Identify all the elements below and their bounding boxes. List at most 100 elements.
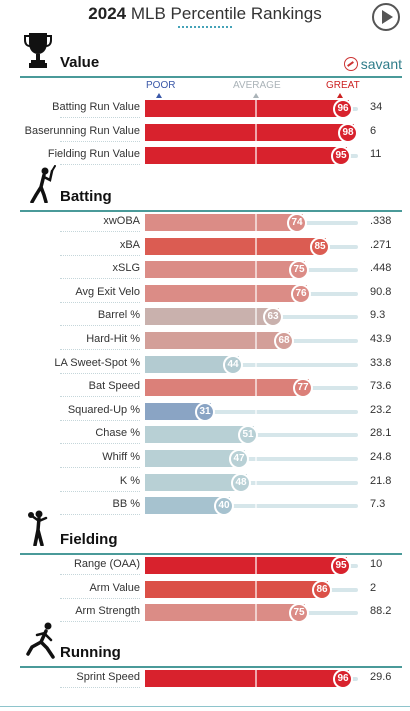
great-marker-icon <box>337 93 343 98</box>
average-line <box>255 473 257 491</box>
metric-value: 21.8 <box>370 474 392 487</box>
percentile-track: 85 <box>145 236 358 257</box>
row-divider <box>60 140 140 142</box>
percentile-badge: 76 <box>291 283 311 304</box>
percentile-badge: 95 <box>331 556 351 576</box>
page-header: 2024 MLB Percentile Rankings <box>0 0 410 32</box>
percentile-badge: 98 <box>338 122 358 143</box>
percentile-track: 40 <box>145 496 358 517</box>
row-divider <box>60 419 140 421</box>
percentile-bar <box>145 473 247 491</box>
metric-label: Baserunning Run Value <box>24 124 140 137</box>
average-line <box>255 497 257 515</box>
percentile-track: 75 <box>145 603 358 624</box>
percentile-track: 63 <box>145 307 358 328</box>
play-button[interactable] <box>372 3 400 31</box>
average-line <box>255 580 257 598</box>
metric-label: BB % <box>112 498 140 511</box>
metric-label: K % <box>119 474 140 487</box>
savant-logo-text: savant <box>360 56 402 72</box>
metric-row[interactable]: Sprint Speed 96 29.6 <box>0 668 410 689</box>
row-divider <box>60 514 140 516</box>
batter-icon <box>24 165 56 208</box>
metric-row[interactable]: xwOBA 74 .338 <box>0 212 410 233</box>
row-divider <box>60 278 140 280</box>
metric-row[interactable]: Whiff % 47 24.8 <box>0 448 410 469</box>
metric-row[interactable]: LA Sweet-Spot % 44 33.8 <box>0 354 410 375</box>
row-divider <box>60 621 140 623</box>
section-title: Fielding <box>60 531 118 548</box>
percentile-bar <box>145 450 245 467</box>
percentile-badge: 31 <box>195 401 215 422</box>
metric-row[interactable]: Avg Exit Velo 76 90.8 <box>0 283 410 304</box>
metric-row[interactable]: Arm Strength 75 88.2 <box>0 602 410 624</box>
row-divider <box>60 597 140 599</box>
percentile-track: 98 <box>145 122 358 143</box>
poor-marker-icon <box>156 93 162 98</box>
row-divider <box>60 467 140 468</box>
percentile-badge: 44 <box>223 354 243 375</box>
metric-label: Squared-Up % <box>67 403 140 416</box>
row-divider <box>60 231 140 232</box>
percentile-track: 75 <box>145 260 358 281</box>
average-line <box>255 284 257 302</box>
section-header-fielding: Fielding <box>20 510 402 555</box>
trophy-icon <box>24 31 52 74</box>
percentile-track: 77 <box>145 378 358 399</box>
average-marker-icon <box>253 93 259 98</box>
metric-row[interactable]: Range (OAA) 95 10 <box>0 555 410 576</box>
percentile-bar <box>145 379 309 397</box>
metric-label: Avg Exit Velo <box>75 285 140 298</box>
average-line <box>255 557 257 574</box>
section-title: Batting <box>60 188 112 205</box>
percentile-bar <box>145 332 290 349</box>
metric-row[interactable]: xSLG 75 .448 <box>0 259 410 281</box>
percentile-badge: 48 <box>231 472 251 493</box>
metric-row[interactable]: Baserunning Run Value 98 6 <box>0 122 410 143</box>
percentile-bar <box>145 308 279 326</box>
metric-row[interactable]: K % 48 21.8 <box>0 472 410 493</box>
percentile-track: 96 <box>145 669 358 689</box>
percentile-badge: 40 <box>214 496 234 517</box>
metric-row[interactable]: BB % 40 7.3 <box>0 495 410 517</box>
metric-value: .338 <box>370 215 392 227</box>
metric-row[interactable]: Chase % 51 28.1 <box>0 424 410 446</box>
metric-value: 10 <box>370 558 383 570</box>
percentile-badge: 75 <box>289 603 309 624</box>
metric-label: Barrel % <box>97 309 140 322</box>
savant-logo[interactable]: savant <box>343 56 402 72</box>
metric-row[interactable]: Bat Speed 77 73.6 <box>0 377 410 399</box>
title-year: 2024 <box>88 4 127 23</box>
metric-row[interactable]: Hard-Hit % 68 43.9 <box>0 330 410 351</box>
percentile-badge: 95 <box>331 146 351 167</box>
metric-row[interactable]: Barrel % 63 9.3 <box>0 306 410 328</box>
average-line <box>255 261 257 279</box>
runner-icon <box>24 621 58 664</box>
metric-row[interactable]: xBA 85 .271 <box>0 236 410 257</box>
percentile-track: 96 <box>145 99 358 119</box>
metric-row[interactable]: Squared-Up % 31 23.2 <box>0 401 410 422</box>
track-background <box>145 480 358 485</box>
metric-row[interactable]: Batting Run Value 96 34 <box>0 98 410 119</box>
percentile-track: 51 <box>145 425 358 446</box>
percentile-track: 86 <box>145 579 358 600</box>
metric-row[interactable]: Arm Value 86 2 <box>0 579 410 600</box>
row-divider <box>60 687 140 688</box>
metric-value: 90.8 <box>370 285 392 298</box>
metric-row[interactable]: Fielding Run Value 95 11 <box>0 145 410 167</box>
row-divider <box>60 349 140 350</box>
title-underline <box>178 26 232 28</box>
percentile-badge: 75 <box>289 260 309 281</box>
percentile-track: 44 <box>145 354 358 375</box>
baseball-icon <box>343 57 358 71</box>
percentile-bar <box>145 580 328 598</box>
metric-label: Fielding Run Value <box>47 148 140 161</box>
row-divider <box>60 490 140 492</box>
footer-divider <box>0 706 410 707</box>
metric-label: Whiff % <box>102 451 140 463</box>
average-line <box>255 670 257 687</box>
percentile-bar <box>145 670 349 687</box>
row-divider <box>60 164 140 166</box>
percentile-badge: 96 <box>333 669 353 689</box>
percentile-badge: 96 <box>333 99 353 119</box>
